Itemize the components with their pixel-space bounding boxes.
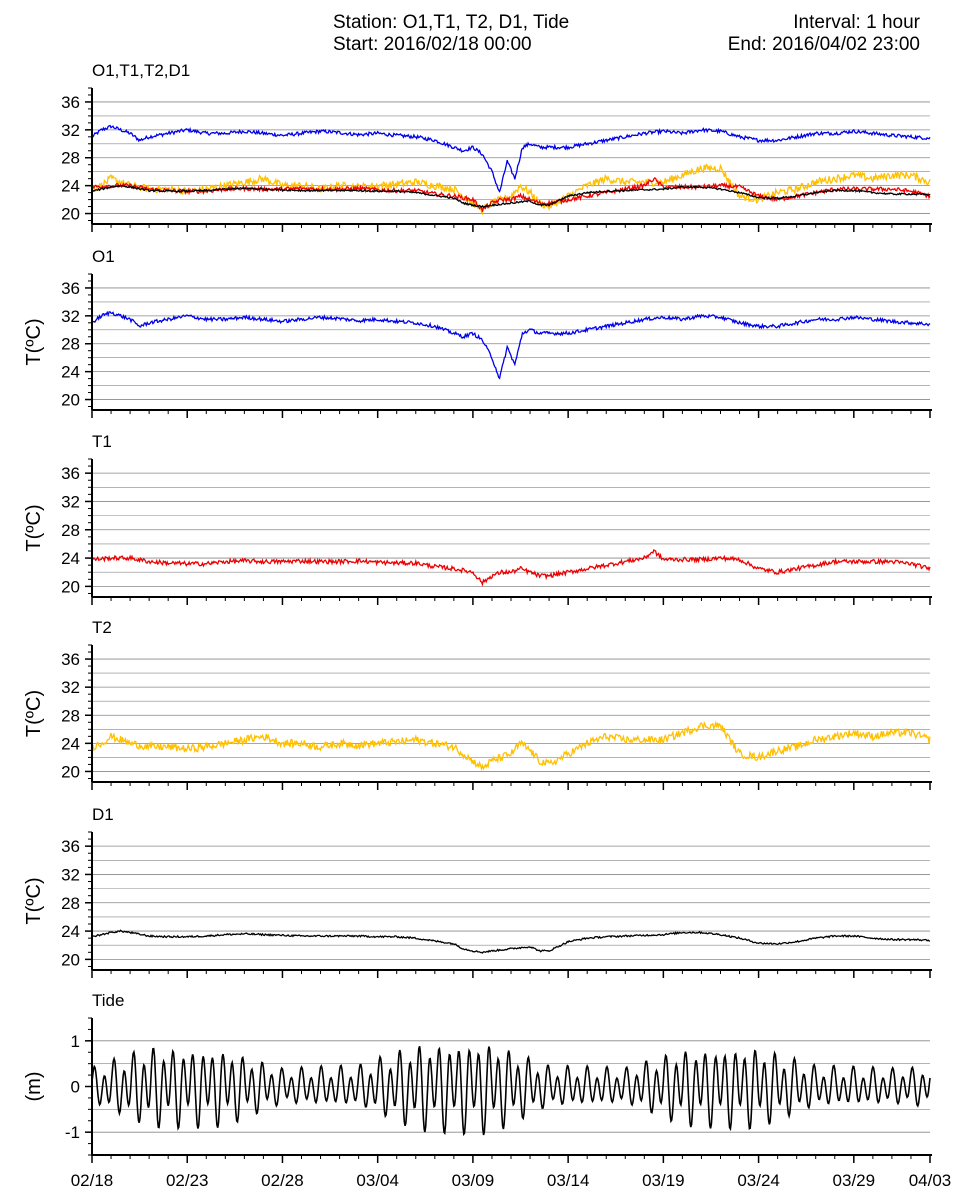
xtick-label: 03/29 (833, 1171, 876, 1190)
panel-o1-t1-t2-d1-title: O1,T1,T2,D1 (92, 61, 190, 80)
panel-t1-ytick-label: 32 (61, 492, 80, 511)
end-label: End: 2016/04/02 23:00 (727, 34, 920, 55)
start-label: Start: 2016/02/18 00:00 (333, 34, 532, 55)
panel-t2-ytick-label: 32 (61, 678, 80, 697)
panel-t2-ytick-label: 24 (61, 734, 80, 753)
xtick-label: 03/09 (452, 1171, 495, 1190)
panel-o1-ytick-label: 24 (61, 363, 80, 382)
xtick-label: 02/18 (71, 1171, 114, 1190)
panel-o1-ytick-label: 32 (61, 307, 80, 326)
station-label: Station: O1,T1, T2, D1, Tide (333, 12, 570, 33)
panel-d1-ytick-label: 32 (61, 865, 80, 884)
panel-d1-series-d1 (91, 929, 931, 954)
header-left: Station: O1,T1, T2, D1, Tide Start: 2016… (333, 12, 569, 56)
panel-d1-ytick-label: 20 (61, 950, 80, 969)
panel-tide-ytick-label: 0 (71, 1078, 80, 1097)
panel-o1-title: O1 (92, 247, 115, 266)
panel-t1-series-t1 (91, 549, 931, 587)
panel-tide-title: Tide (92, 991, 124, 1010)
panel-t1-ytick-label: 28 (61, 521, 80, 540)
panel-o1-t1-t2-d1-series-o1 (91, 124, 931, 193)
panel-d1-title: D1 (92, 805, 114, 824)
panel-d1-ylabel: T(ºC) (23, 877, 45, 924)
panel-o1-ytick-label: 36 (61, 279, 80, 298)
panel-o1-ytick-label: 28 (61, 335, 80, 354)
panel-t2-ytick-label: 28 (61, 706, 80, 725)
panel-tide-ylabel: (m) (23, 1072, 45, 1102)
panel-o1-t1-t2-d1-ytick-label: 28 (61, 149, 80, 168)
xtick-label: 03/19 (642, 1171, 685, 1190)
panel-tide-ytick-label: 1 (71, 1032, 80, 1051)
interval-label: Interval: 1 hour (793, 12, 920, 33)
panel-t1-ytick-label: 24 (61, 549, 80, 568)
xtick-label: 03/04 (356, 1171, 399, 1190)
panel-d1-ytick-label: 28 (61, 894, 80, 913)
panel-o1-t1-t2-d1-ytick-label: 32 (61, 121, 80, 140)
xtick-label: 04/03 (909, 1171, 952, 1190)
xtick-label: 02/28 (261, 1171, 304, 1190)
panel-t1-title: T1 (92, 432, 112, 451)
panel-t1-ytick-label: 20 (61, 577, 80, 596)
panel-o1-ytick-label: 20 (61, 391, 80, 410)
panel-t1-ytick-label: 36 (61, 464, 80, 483)
panel-o1-t1-t2-d1-ytick-label: 20 (61, 205, 80, 224)
panel-d1-ytick-label: 36 (61, 837, 80, 856)
panel-t1-ylabel: T(ºC) (23, 504, 45, 551)
xtick-label: 02/23 (166, 1171, 209, 1190)
panel-o1-t1-t2-d1-series-d1 (91, 184, 931, 209)
panel-o1-t1-t2-d1-ytick-label: 24 (61, 177, 80, 196)
panel-t2-ytick-label: 36 (61, 650, 80, 669)
panel-tide-series-tide (91, 1045, 931, 1137)
panel-t2-title: T2 (92, 618, 112, 637)
panel-d1-ytick-label: 24 (61, 922, 80, 941)
panel-o1-t1-t2-d1-series-t2 (91, 163, 931, 216)
xtick-label: 03/14 (547, 1171, 590, 1190)
panel-t2-series-t2 (91, 720, 931, 772)
panel-tide-ytick-label: -1 (65, 1123, 80, 1142)
header-right: Interval: 1 hour End: 2016/04/02 23:00 (728, 12, 920, 56)
xtick-label: 03/24 (737, 1171, 780, 1190)
panel-o1-t1-t2-d1-ytick-label: 36 (61, 93, 80, 112)
panel-t2-ytick-label: 20 (61, 762, 80, 781)
panel-t2-ylabel: T(ºC) (23, 690, 45, 737)
panel-o1-ylabel: T(ºC) (23, 318, 45, 365)
panel-o1-series-o1 (91, 310, 931, 380)
